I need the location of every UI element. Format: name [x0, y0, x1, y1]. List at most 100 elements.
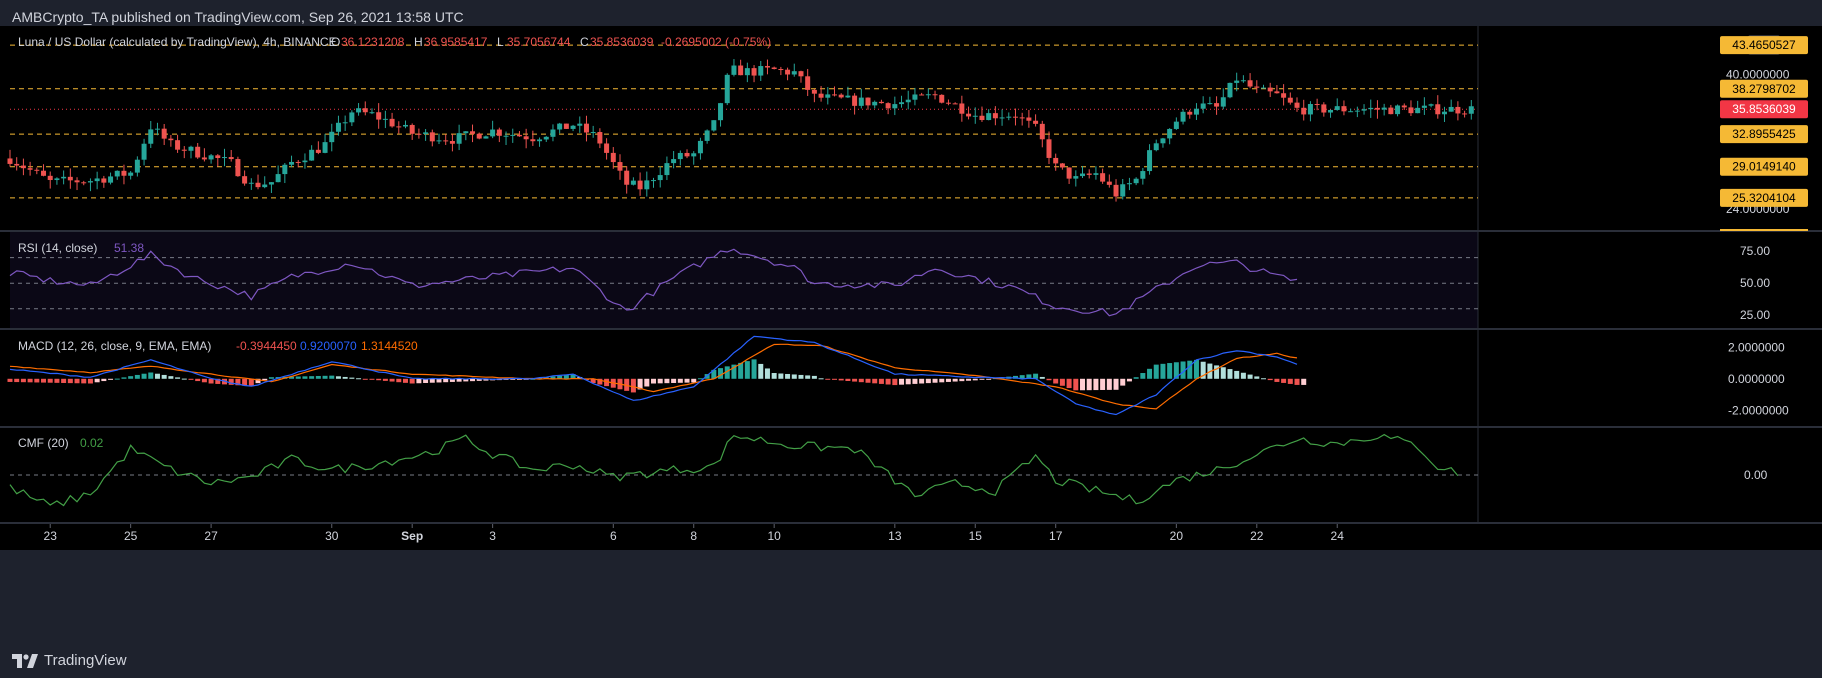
rsi-pane-background	[10, 232, 1478, 328]
candle-body	[349, 112, 355, 123]
macd-bar	[1073, 378, 1079, 391]
candle-body	[1207, 103, 1213, 105]
macd-bar	[550, 376, 556, 379]
macd-bar	[1026, 374, 1032, 379]
candle-body	[1348, 111, 1354, 113]
candle-body	[1220, 97, 1226, 107]
macd-bar	[141, 373, 147, 379]
candle-body	[382, 118, 388, 120]
candle-body	[999, 117, 1005, 119]
candle-body	[1421, 105, 1427, 108]
candle-body	[289, 161, 295, 165]
macd-bar	[349, 377, 355, 379]
candle-body	[986, 113, 992, 121]
candle-body	[94, 178, 100, 182]
cmf-line	[9, 433, 1459, 507]
macd-bar	[7, 378, 13, 382]
candle-body	[1388, 107, 1394, 115]
macd-bar	[1254, 376, 1260, 379]
rsi-tick-label: 75.00	[1740, 244, 1770, 258]
candle-body	[41, 170, 47, 176]
tradingview-brand[interactable]: TradingView	[12, 650, 127, 672]
time-tick-label: 27	[204, 529, 218, 543]
candle-body	[979, 115, 985, 121]
sr-label-box	[1720, 36, 1808, 55]
macd-histogram-value: -0.3944450	[236, 339, 297, 353]
candle-body	[644, 180, 650, 190]
candle-body	[885, 103, 891, 109]
macd-bar	[651, 378, 657, 384]
macd-bar	[128, 376, 134, 379]
macd-bar	[416, 378, 422, 384]
candle-body	[939, 94, 945, 103]
candle-body	[409, 124, 415, 134]
candle-body	[81, 182, 87, 184]
macd-bar	[376, 378, 382, 381]
candle-body	[255, 182, 261, 188]
rsi-value: 51.38	[114, 241, 144, 255]
candle-body	[54, 178, 60, 181]
candle-body	[1260, 87, 1266, 89]
candle-body	[1100, 173, 1106, 182]
macd-bar	[657, 378, 663, 384]
last-price-label-box	[1720, 100, 1808, 119]
macd-bar	[67, 378, 73, 384]
candle-body	[1254, 86, 1260, 88]
candle-body	[1093, 173, 1099, 175]
macd-bar	[181, 378, 187, 380]
candle-body	[1187, 111, 1193, 115]
sr-label-box	[1720, 157, 1808, 176]
rsi-pane: RSI (14, close) 51.38 75.00 50.00 25.00	[9, 241, 1770, 322]
candle-body	[1408, 107, 1414, 114]
time-tick-label: 8	[690, 529, 697, 543]
candle-body	[758, 66, 764, 76]
macd-bar	[61, 378, 67, 383]
candle-body	[1066, 167, 1072, 179]
candle-body	[376, 112, 382, 120]
macd-bar	[175, 377, 181, 379]
candle-body	[175, 140, 181, 150]
candle-body	[657, 175, 663, 181]
cmf-tick-label: 0.00	[1744, 468, 1768, 482]
macd-bar	[664, 378, 670, 384]
candle-body	[7, 158, 13, 164]
macd-bar	[771, 373, 777, 379]
candle-body	[831, 94, 837, 96]
cmf-value: 0.02	[80, 436, 104, 450]
macd-bar	[329, 375, 335, 379]
candle-body	[570, 125, 576, 129]
candle-body	[610, 152, 616, 163]
candle-body	[335, 122, 341, 132]
macd-bar	[919, 378, 925, 384]
candle-body	[952, 103, 958, 105]
macd-bar	[1140, 373, 1146, 379]
macd-bar	[691, 378, 697, 383]
price-tick-label: 40.0000000	[1726, 67, 1790, 81]
cmf-title: CMF (20)	[18, 436, 69, 450]
candle-body	[1106, 181, 1112, 185]
price-pane: Luna / US Dollar (calculated by TradingV…	[7, 35, 1808, 231]
macd-bar	[1287, 378, 1293, 384]
candle-body	[972, 115, 978, 117]
candle-body	[1361, 109, 1367, 111]
macd-bar	[1080, 378, 1086, 391]
time-tick-label: 17	[1049, 529, 1063, 543]
macd-bar	[262, 378, 268, 381]
macd-bar	[697, 378, 703, 380]
ohlc-low-value: 35.7056744	[507, 35, 571, 49]
candle-body	[503, 135, 509, 137]
candle-body	[148, 129, 154, 144]
macd-bar	[356, 378, 362, 380]
candle-body	[1468, 106, 1474, 114]
macd-bar	[268, 377, 274, 379]
tradingview-logo-icon	[12, 654, 38, 668]
candle-body	[1080, 173, 1086, 177]
macd-bar	[443, 378, 449, 383]
candle-body	[1462, 113, 1468, 115]
candle-body	[369, 112, 375, 114]
candle-body	[128, 172, 134, 176]
macd-bar	[1274, 378, 1280, 382]
candle-body	[523, 136, 529, 140]
candle-body	[550, 129, 556, 137]
